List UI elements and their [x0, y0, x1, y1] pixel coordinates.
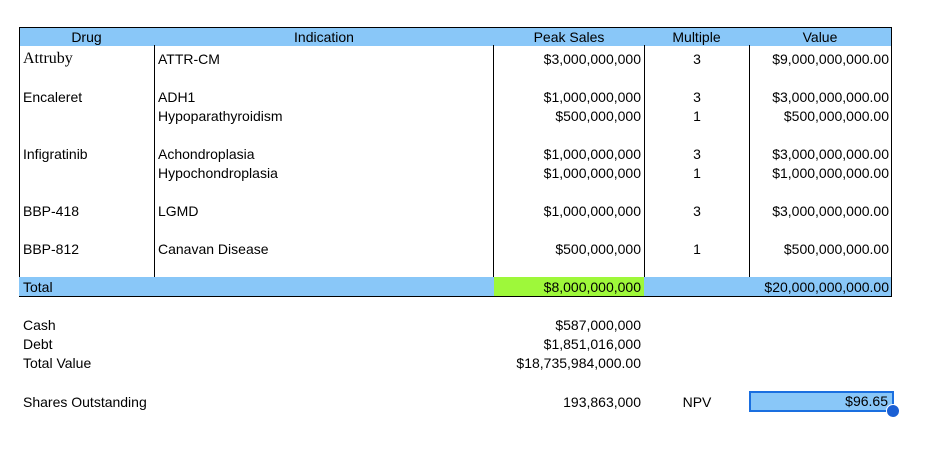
drug-name-cell[interactable]: Encaleret: [23, 89, 83, 105]
value-cell[interactable]: $3,000,000,000.00: [772, 203, 889, 219]
value-cell[interactable]: $500,000,000.00: [783, 108, 889, 124]
cash-label[interactable]: Cash: [23, 317, 56, 333]
npv-value[interactable]: $96.65: [845, 393, 888, 409]
multiple-cell[interactable]: 1: [693, 165, 701, 181]
header-indication[interactable]: Indication: [294, 29, 354, 45]
drug-name-cell[interactable]: BBP-418: [23, 203, 80, 219]
indication-cell[interactable]: ATTR-CM: [158, 51, 220, 67]
drug-name-cell[interactable]: Attruby: [23, 50, 73, 67]
value-cell[interactable]: $1,000,000,000.00: [772, 165, 889, 181]
npv-label[interactable]: NPV: [682, 394, 712, 410]
fill-handle[interactable]: [886, 404, 900, 418]
multiple-cell[interactable]: 3: [693, 89, 701, 105]
table-border-right: [891, 27, 892, 297]
debt-label[interactable]: Debt: [23, 336, 53, 352]
total-peak-sales-cell[interactable]: $8,000,000,000: [543, 279, 641, 295]
npv-selected-cell[interactable]: [749, 391, 894, 412]
peak-sales-cell[interactable]: $1,000,000,000: [543, 89, 641, 105]
drug-name-cell[interactable]: Infigratinib: [23, 146, 88, 162]
peak-sales-cell[interactable]: $1,000,000,000: [543, 165, 641, 181]
column-divider: [154, 45, 155, 277]
indication-cell[interactable]: Hypochondroplasia: [158, 165, 278, 181]
total-label[interactable]: Total: [23, 279, 53, 295]
value-cell[interactable]: $3,000,000,000.00: [772, 89, 889, 105]
column-divider: [644, 45, 645, 277]
multiple-cell[interactable]: 3: [693, 203, 701, 219]
shares-outstanding-value[interactable]: 193,863,000: [563, 394, 641, 410]
peak-sales-cell[interactable]: $3,000,000,000: [543, 51, 641, 67]
value-cell[interactable]: $500,000,000.00: [783, 241, 889, 257]
table-border-left: [19, 27, 20, 297]
indication-cell[interactable]: ADH1: [158, 89, 196, 105]
drug-name-cell[interactable]: BBP-812: [23, 241, 80, 257]
debt-value[interactable]: $1,851,016,000: [543, 336, 641, 352]
total-row: [19, 277, 891, 297]
peak-sales-cell[interactable]: $500,000,000: [555, 108, 641, 124]
indication-cell[interactable]: LGMD: [158, 203, 199, 219]
header-value[interactable]: Value: [802, 29, 838, 45]
header-multiple[interactable]: Multiple: [672, 29, 721, 45]
value-cell[interactable]: $9,000,000,000.00: [772, 51, 889, 67]
peak-sales-cell[interactable]: $1,000,000,000: [543, 146, 641, 162]
multiple-cell[interactable]: 1: [693, 241, 701, 257]
value-cell[interactable]: $3,000,000,000.00: [772, 146, 889, 162]
indication-cell[interactable]: Hypoparathyroidism: [158, 108, 283, 124]
total-value-amount[interactable]: $18,735,984,000.00: [516, 355, 641, 371]
multiple-cell[interactable]: 1: [693, 108, 701, 124]
peak-sales-cell[interactable]: $1,000,000,000: [543, 203, 641, 219]
indication-cell[interactable]: Achondroplasia: [158, 146, 255, 162]
total-value-label[interactable]: Total Value: [23, 355, 92, 371]
cash-value[interactable]: $587,000,000: [555, 317, 641, 333]
multiple-cell[interactable]: 3: [693, 51, 701, 67]
header-drug[interactable]: Drug: [71, 29, 102, 45]
indication-cell[interactable]: Canavan Disease: [158, 241, 269, 257]
table-header-row: Drug Indication Peak Sales Multiple Valu…: [19, 27, 891, 46]
total-value-cell[interactable]: $20,000,000,000.00: [764, 279, 889, 295]
column-divider: [749, 45, 750, 277]
column-divider: [493, 45, 494, 277]
header-peak-sales[interactable]: Peak Sales: [533, 29, 605, 45]
peak-sales-cell[interactable]: $500,000,000: [555, 241, 641, 257]
shares-outstanding-label[interactable]: Shares Outstanding: [23, 394, 147, 410]
total-peak-sales-highlight: [494, 277, 644, 296]
multiple-cell[interactable]: 3: [693, 146, 701, 162]
